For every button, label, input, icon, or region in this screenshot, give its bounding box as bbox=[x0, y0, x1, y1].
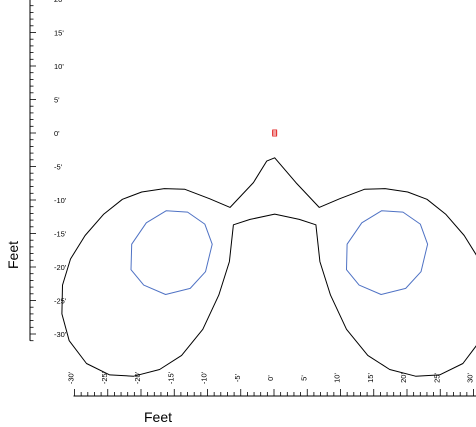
y-tick-label: -25' bbox=[54, 297, 67, 306]
y-axis: 20' 15' 10' 5' 0' -5' -10' -15' -20' -25' -30' bbox=[29, 0, 67, 342]
x-tick-label: 30' bbox=[466, 373, 475, 383]
inner-contour-right bbox=[346, 210, 429, 295]
x-tick-label: -5' bbox=[233, 373, 242, 382]
y-tick-label: 10' bbox=[54, 62, 64, 71]
x-tick-label: -30' bbox=[67, 371, 76, 384]
y-tick-label: -20' bbox=[54, 263, 67, 272]
x-tick-label: 10' bbox=[333, 373, 342, 383]
origin-marker-icon bbox=[272, 129, 278, 137]
x-tick-label: -20' bbox=[133, 371, 142, 384]
y-tick-label: -10' bbox=[54, 196, 67, 205]
y-tick-label: 0' bbox=[54, 129, 60, 138]
y-tick-label: 5' bbox=[54, 96, 60, 105]
plot-area bbox=[61, 129, 476, 377]
x-tick-label: 15' bbox=[366, 373, 375, 383]
x-tick-label: -10' bbox=[200, 371, 209, 384]
outer-contour bbox=[61, 157, 476, 377]
x-axis: -30' -25' -20' -15' -10' -5' 0' 5' 10' 15' 20' 25' 3… bbox=[67, 371, 476, 397]
y-tick-label: -30' bbox=[54, 330, 67, 339]
x-tick-label: -25' bbox=[100, 371, 109, 384]
x-tick-label: -15' bbox=[166, 371, 175, 384]
x-axis-label: Feet bbox=[144, 409, 172, 425]
x-tick-label: 5' bbox=[299, 375, 308, 381]
inner-contour-left bbox=[130, 210, 213, 295]
x-tick-label: 20' bbox=[399, 373, 408, 383]
x-tick-label: 25' bbox=[432, 373, 441, 383]
y-tick-label: -5' bbox=[54, 163, 63, 172]
y-axis-label: Feet bbox=[5, 241, 21, 269]
y-tick-label: -15' bbox=[54, 230, 67, 239]
x-tick-label: 0' bbox=[266, 375, 275, 381]
y-tick-label: 15' bbox=[54, 29, 64, 38]
y-tick-label: 20' bbox=[54, 0, 64, 4]
